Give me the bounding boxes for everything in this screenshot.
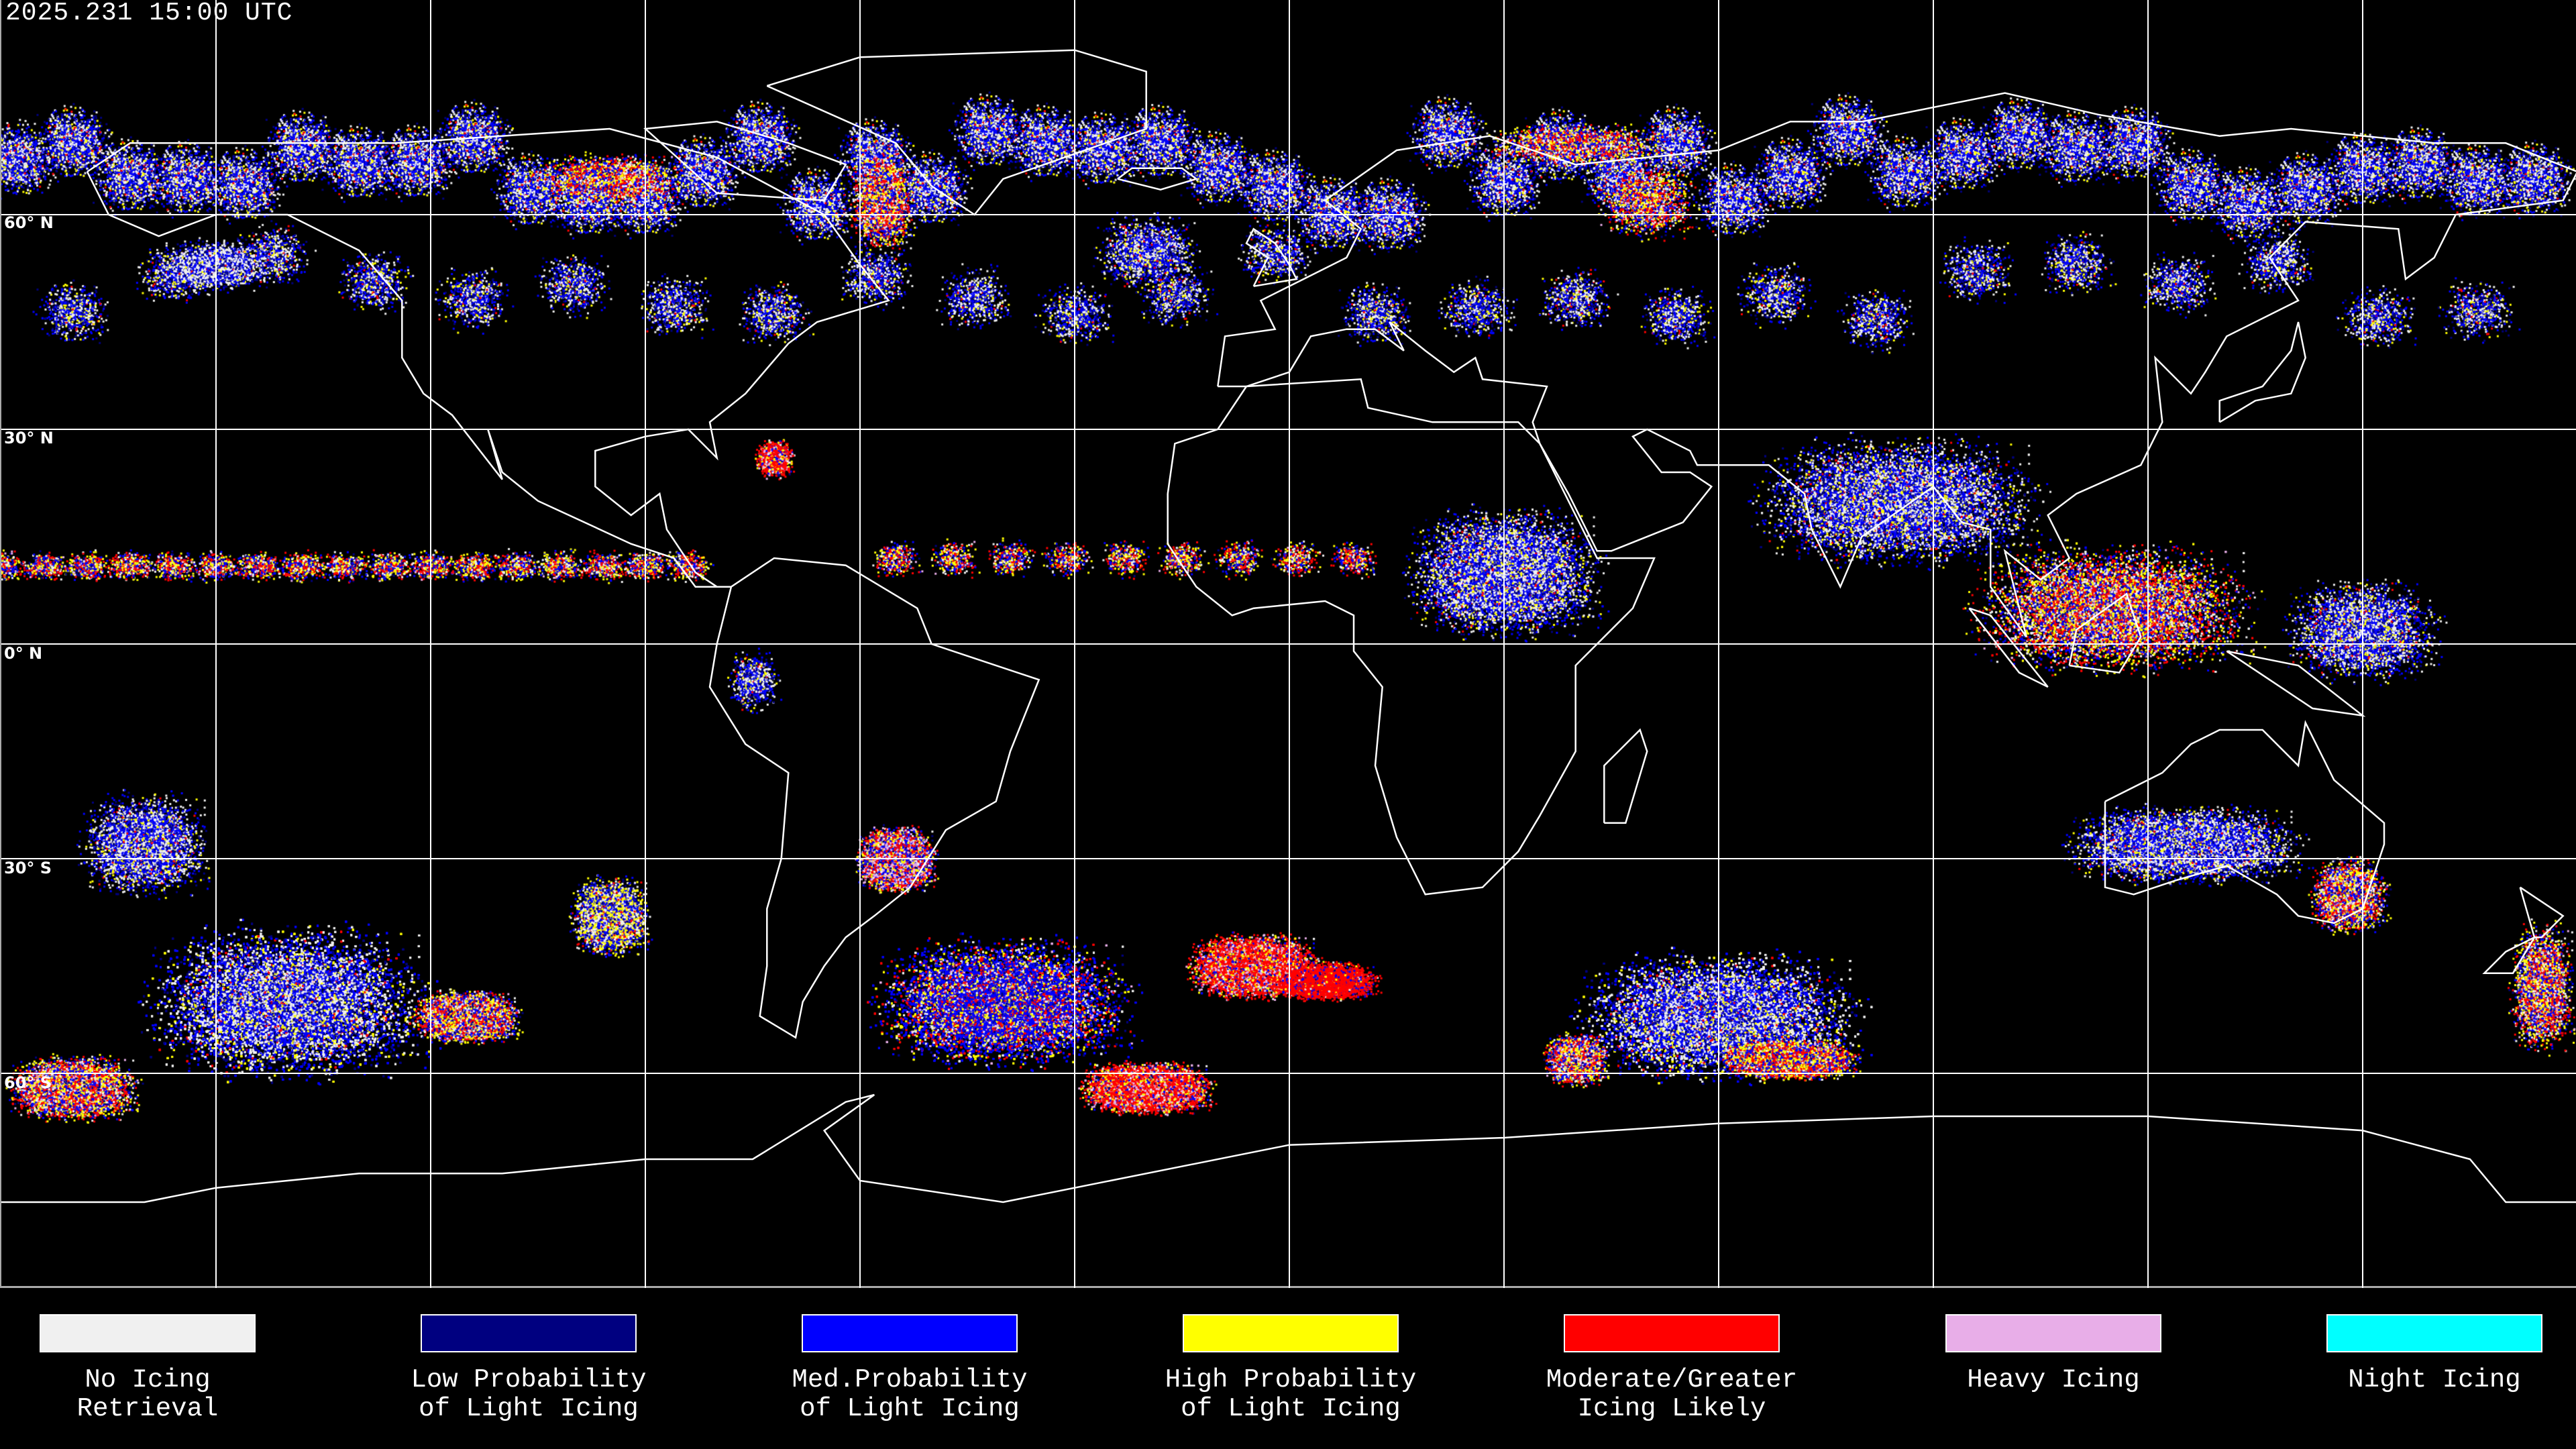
legend-swatch	[1183, 1314, 1399, 1352]
coastline-japan	[2218, 321, 2306, 423]
timestamp-title: 2025.231 15:00 UTC	[5, 0, 293, 28]
legend-item-high-probability: High Probability of Light Icing	[1143, 1314, 1438, 1424]
legend-swatch	[1945, 1314, 2161, 1352]
icing-map: 2025.231 15:00 UTC 60° N 30° N 0° N 30° …	[0, 0, 2576, 1288]
coastline-africa	[1167, 378, 1656, 896]
coastline-new-zealand-south	[2482, 936, 2536, 974]
legend-item-low-probability: Low Probability of Light Icing	[381, 1314, 676, 1424]
coastline-antarctica	[1, 1093, 2576, 1203]
legend-swatch	[40, 1314, 256, 1352]
coastline-eurasia	[1217, 92, 2576, 638]
coastline-south-america	[708, 557, 1040, 1039]
coastline-greenland	[766, 49, 1147, 216]
legend-label: Night Icing	[2348, 1365, 2521, 1395]
coastline-baffin-island	[643, 121, 847, 201]
legend-item-heavy: Heavy Icing	[1906, 1314, 2201, 1395]
legend-item-no-retrieval: No Icing Retrieval	[0, 1314, 295, 1424]
legend-label: Heavy Icing	[1967, 1365, 2140, 1395]
graticule	[1, 0, 2576, 1288]
legend: No Icing Retrieval Low Probability of Li…	[0, 1289, 2576, 1449]
coastline-sumatra	[1968, 607, 2049, 688]
lat-label-30s: 30° S	[4, 859, 52, 877]
coastline-borneo	[2068, 592, 2142, 674]
lat-label-60n: 60° N	[4, 213, 54, 232]
lat-label-30n: 30° N	[4, 429, 54, 447]
coastline-australia	[2104, 720, 2385, 924]
legend-label: Med.Probability of Light Icing	[792, 1365, 1028, 1424]
coastline-iceland	[1117, 167, 1199, 191]
legend-item-moderate: Moderate/Greater Icing Likely	[1524, 1314, 1819, 1424]
legend-item-night: Night Icing	[2287, 1314, 2576, 1395]
legend-label: Moderate/Greater Icing Likely	[1546, 1365, 1798, 1424]
legend-item-med-probability: Med.Probability of Light Icing	[762, 1314, 1057, 1424]
legend-swatch	[1564, 1314, 1780, 1352]
legend-swatch	[2326, 1314, 2542, 1352]
legend-label: Low Probability of Light Icing	[411, 1365, 647, 1424]
coastline-new-zealand	[2519, 886, 2565, 938]
legend-swatch	[421, 1314, 637, 1352]
coastline-new-guinea	[2226, 650, 2366, 717]
lat-label-60s: 60° S	[4, 1073, 52, 1092]
legend-label: High Probability of Light Icing	[1165, 1365, 1417, 1424]
coastline-north-america	[86, 127, 890, 588]
coastline-madagascar	[1603, 728, 1648, 824]
coastline-great-britain	[1245, 227, 1298, 287]
coastlines-and-grid	[1, 0, 2576, 1288]
legend-swatch	[802, 1314, 1018, 1352]
lat-label-0n: 0° N	[4, 644, 43, 663]
legend-label: No Icing Retrieval	[76, 1365, 219, 1424]
